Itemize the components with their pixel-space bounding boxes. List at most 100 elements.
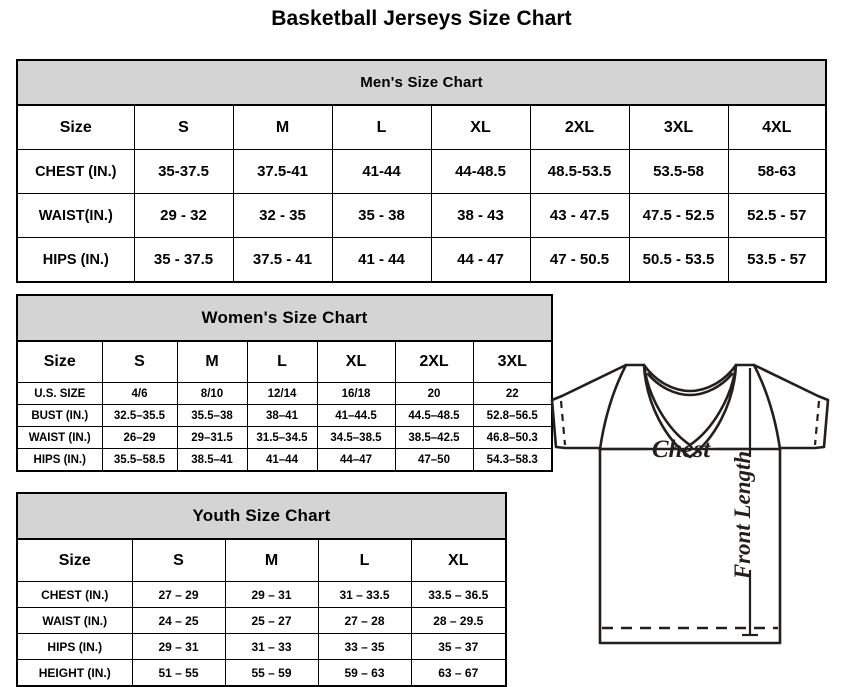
womens-hips-2xl: 47–50 bbox=[394, 448, 474, 472]
table-row: CHEST (IN.) 27 – 29 29 – 31 31 – 33.5 33… bbox=[16, 581, 507, 608]
mens-chest-3xl: 53.5-58 bbox=[628, 149, 729, 194]
mens-chest-s: 35-37.5 bbox=[133, 149, 234, 194]
youth-chest-xl: 33.5 – 36.5 bbox=[410, 581, 507, 608]
mens-hips-s: 35 - 37.5 bbox=[133, 237, 234, 283]
mens-chest-4xl: 58-63 bbox=[727, 149, 827, 194]
youth-waist-m: 25 – 27 bbox=[224, 607, 319, 634]
table-row: HIPS (IN.) 35 - 37.5 37.5 - 41 41 - 44 4… bbox=[16, 237, 827, 283]
womens-hips-3xl: 54.3–58.3 bbox=[472, 448, 553, 472]
youth-row-label-chest: CHEST (IN.) bbox=[16, 581, 133, 608]
youth-col-header-size: Size bbox=[16, 538, 133, 582]
table-row: U.S. SIZE 4/6 8/10 12/14 16/18 20 22 bbox=[16, 382, 553, 405]
womens-row-label-bust: BUST (IN.) bbox=[16, 404, 103, 427]
womens-waist-l: 31.5–34.5 bbox=[246, 426, 318, 449]
youth-hips-l: 33 – 35 bbox=[317, 633, 412, 660]
table-row: WAIST (IN.) 24 – 25 25 – 27 27 – 28 28 –… bbox=[16, 607, 507, 634]
womens-ussize-m: 8/10 bbox=[176, 382, 248, 405]
youth-row-label-waist: WAIST (IN.) bbox=[16, 607, 133, 634]
womens-bust-m: 35.5–38 bbox=[176, 404, 248, 427]
mens-chest-xl: 44-48.5 bbox=[430, 149, 531, 194]
table-row: HEIGHT (IN.) 51 – 55 55 – 59 59 – 63 63 … bbox=[16, 659, 507, 687]
youth-chest-s: 27 – 29 bbox=[131, 581, 226, 608]
youth-hips-xl: 35 – 37 bbox=[410, 633, 507, 660]
jersey-illustration: Chest Front Length bbox=[550, 363, 830, 645]
table-row: HIPS (IN.) 35.5–58.5 38.5–41 41–44 44–47… bbox=[16, 448, 553, 472]
womens-row-label-waist: WAIST (IN.) bbox=[16, 426, 103, 449]
mens-col-header-m: M bbox=[232, 104, 333, 150]
womens-hips-s: 35.5–58.5 bbox=[101, 448, 178, 472]
womens-ussize-xl: 16/18 bbox=[316, 382, 396, 405]
right-sleeve-hem-dash bbox=[813, 400, 821, 446]
youth-hips-m: 31 – 33 bbox=[224, 633, 319, 660]
youth-height-xl: 63 – 67 bbox=[410, 659, 507, 687]
womens-waist-xl: 34.5–38.5 bbox=[316, 426, 396, 449]
womens-bust-l: 38–41 bbox=[246, 404, 318, 427]
mens-row-label-waist: WAIST(IN.) bbox=[16, 193, 135, 238]
mens-caption-row: Men's Size Chart bbox=[16, 59, 827, 106]
womens-waist-m: 29–31.5 bbox=[176, 426, 248, 449]
mens-waist-2xl: 43 - 47.5 bbox=[529, 193, 630, 238]
mens-waist-s: 29 - 32 bbox=[133, 193, 234, 238]
youth-col-header-m: M bbox=[224, 538, 319, 582]
youth-row-label-hips: HIPS (IN.) bbox=[16, 633, 133, 660]
chest-label: Chest bbox=[652, 436, 711, 463]
mens-waist-l: 35 - 38 bbox=[331, 193, 432, 238]
youth-col-header-s: S bbox=[131, 538, 226, 582]
page-title: Basketball Jerseys Size Chart bbox=[271, 7, 572, 30]
womens-row-label-hips: HIPS (IN.) bbox=[16, 448, 103, 472]
mens-waist-xl: 38 - 43 bbox=[430, 193, 531, 238]
table-row: BUST (IN.) 32.5–35.5 35.5–38 38–41 41–44… bbox=[16, 404, 553, 427]
womens-col-header-l: L bbox=[246, 340, 318, 383]
mens-col-header-2xl: 2XL bbox=[529, 104, 630, 150]
youth-waist-s: 24 – 25 bbox=[131, 607, 226, 634]
mens-header-row: Size S M L XL 2XL 3XL 4XL bbox=[16, 104, 827, 150]
front-length-measure-line bbox=[742, 368, 758, 637]
womens-col-header-m: M bbox=[176, 340, 248, 383]
mens-hips-3xl: 50.5 - 53.5 bbox=[628, 237, 729, 283]
jersey-measurement-diagram: Chest Front Length bbox=[540, 352, 840, 672]
mens-waist-3xl: 47.5 - 52.5 bbox=[628, 193, 729, 238]
mens-col-header-s: S bbox=[133, 104, 234, 150]
youth-height-m: 55 – 59 bbox=[224, 659, 319, 687]
womens-hips-m: 38.5–41 bbox=[176, 448, 248, 472]
womens-ussize-s: 4/6 bbox=[101, 382, 178, 405]
mens-chest-m: 37.5-41 bbox=[232, 149, 333, 194]
table-row: WAIST (IN.) 26–29 29–31.5 31.5–34.5 34.5… bbox=[16, 426, 553, 449]
mens-row-label-chest: CHEST (IN.) bbox=[16, 149, 135, 194]
womens-row-label-us-size: U.S. SIZE bbox=[16, 382, 103, 405]
youth-waist-xl: 28 – 29.5 bbox=[410, 607, 507, 634]
table-row: CHEST (IN.) 35-37.5 37.5-41 41-44 44-48.… bbox=[16, 149, 827, 194]
womens-waist-3xl: 46.8–50.3 bbox=[472, 426, 553, 449]
womens-ussize-2xl: 20 bbox=[394, 382, 474, 405]
mens-size-chart-table: Men's Size Chart Size S M L XL 2XL 3XL 4… bbox=[16, 59, 828, 283]
womens-bust-3xl: 52.8–56.5 bbox=[472, 404, 553, 427]
womens-col-header-2xl: 2XL bbox=[394, 340, 474, 383]
jersey-outline bbox=[550, 363, 830, 645]
womens-bust-xl: 41–44.5 bbox=[316, 404, 396, 427]
womens-header-row: Size S M L XL 2XL 3XL bbox=[16, 340, 553, 383]
left-sleeve-hem-dash bbox=[559, 400, 567, 446]
table-row: HIPS (IN.) 29 – 31 31 – 33 33 – 35 35 – … bbox=[16, 633, 507, 660]
mens-col-header-3xl: 3XL bbox=[628, 104, 729, 150]
mens-hips-l: 41 - 44 bbox=[331, 237, 432, 283]
womens-size-chart-table: Women's Size Chart Size S M L XL 2XL 3XL… bbox=[16, 294, 554, 472]
mens-hips-xl: 44 - 47 bbox=[430, 237, 531, 283]
womens-col-header-size: Size bbox=[16, 340, 103, 383]
womens-caption-row: Women's Size Chart bbox=[16, 294, 553, 342]
womens-hips-l: 41–44 bbox=[246, 448, 318, 472]
womens-chart-caption: Women's Size Chart bbox=[16, 294, 553, 342]
mens-hips-2xl: 47 - 50.5 bbox=[529, 237, 630, 283]
youth-row-label-height: HEIGHT (IN.) bbox=[16, 659, 133, 687]
womens-bust-2xl: 44.5–48.5 bbox=[394, 404, 474, 427]
womens-waist-s: 26–29 bbox=[101, 426, 178, 449]
youth-hips-s: 29 – 31 bbox=[131, 633, 226, 660]
womens-hips-xl: 44–47 bbox=[316, 448, 396, 472]
womens-waist-2xl: 38.5–42.5 bbox=[394, 426, 474, 449]
youth-waist-l: 27 – 28 bbox=[317, 607, 412, 634]
mens-waist-4xl: 52.5 - 57 bbox=[727, 193, 827, 238]
womens-col-header-s: S bbox=[101, 340, 178, 383]
womens-ussize-l: 12/14 bbox=[246, 382, 318, 405]
mens-chart-caption: Men's Size Chart bbox=[16, 59, 827, 106]
mens-col-header-xl: XL bbox=[430, 104, 531, 150]
youth-chest-m: 29 – 31 bbox=[224, 581, 319, 608]
